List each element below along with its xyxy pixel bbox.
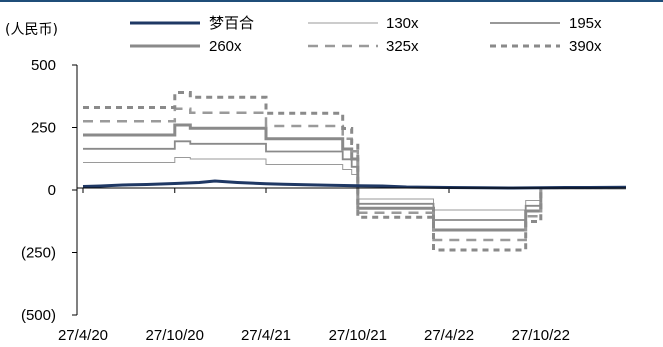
y-tick-label: (250) xyxy=(21,245,56,262)
y-tick-label: 250 xyxy=(31,120,56,137)
legend: 梦百合 130x 195x 260x 325x 390x xyxy=(130,15,602,55)
y-tick-label: (500) xyxy=(21,307,56,324)
series-line-130x xyxy=(83,157,626,211)
legend-label: 390x xyxy=(569,38,602,55)
series-line-梦百合 xyxy=(82,179,627,190)
series-line-325x xyxy=(83,107,626,242)
x-tick-label: 27/10/21 xyxy=(329,327,387,344)
y-tick-label: 0 xyxy=(48,182,56,199)
x-tick-label: 27/4/21 xyxy=(241,327,291,344)
series-line-390x xyxy=(83,91,626,252)
legend-label: 325x xyxy=(386,38,419,55)
x-tick-label: 27/4/22 xyxy=(424,327,474,344)
legend-label: 梦百合 xyxy=(209,15,254,32)
legend-label: 195x xyxy=(569,15,602,32)
x-axis-ticks: 27/4/20 27/10/20 27/4/21 27/10/21 27/4/22 27/… xyxy=(58,188,570,344)
legend-label: 130x xyxy=(386,15,419,32)
legend-label: 260x xyxy=(209,38,242,55)
y-tick-label: 500 xyxy=(31,57,56,74)
series-lines xyxy=(82,91,627,252)
x-tick-label: 27/10/22 xyxy=(512,327,570,344)
x-tick-label: 27/4/20 xyxy=(58,327,108,344)
series-line-260x xyxy=(83,123,626,232)
y-axis-ticks: 500 250 0 (250) (500) xyxy=(21,57,77,324)
series-line-195x xyxy=(83,140,626,221)
top-border-line xyxy=(0,0,663,2)
unit-label: (人民币) xyxy=(5,22,58,38)
x-tick-label: 27/10/20 xyxy=(146,327,204,344)
